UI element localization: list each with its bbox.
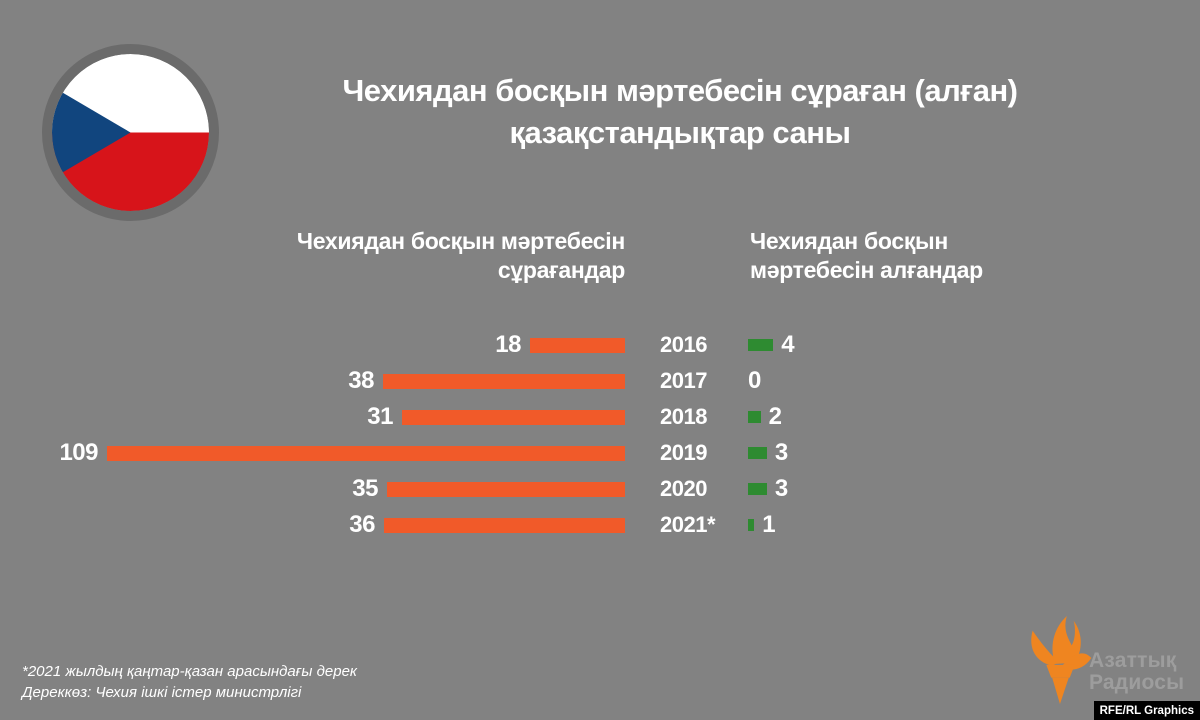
chart-row: 35 2020 3 [0, 471, 1200, 507]
year-label: 2018 [660, 404, 707, 429]
logo-line-1: Азаттық [1089, 649, 1177, 672]
chart-row: 31 2018 2 [0, 399, 1200, 435]
chart-row: 109 2019 3 [0, 435, 1200, 471]
chart-row: 36 2021* 1 [0, 507, 1200, 543]
received-value-label: 0 [748, 367, 762, 394]
asked-zone: 31 [0, 403, 625, 431]
year-zone: 2021* [625, 512, 748, 538]
chart-row: 38 2017 0 [0, 363, 1200, 399]
asked-value-label: 38 [348, 367, 374, 394]
footnote-source: Дереккөз: Чехия ішкі істер министрлігі [22, 684, 302, 701]
received-bar [748, 483, 767, 495]
rferl-graphics-credit: RFE/RL Graphics [1093, 701, 1200, 720]
received-value-label: 2 [768, 403, 782, 430]
asked-value-label: 109 [59, 439, 98, 466]
title-line-2: қазақстандықтар саны [509, 115, 851, 150]
left-header-line-2: сұрағандар [497, 257, 625, 283]
year-label: 2017 [660, 368, 707, 393]
received-value-label: 3 [774, 439, 789, 466]
asked-zone: 18 [0, 331, 625, 359]
received-value-label: 4 [781, 331, 795, 358]
received-value-label: 3 [774, 475, 789, 502]
received-zone: 1 [748, 511, 776, 539]
received-bar [748, 411, 761, 423]
czech-flag-icon [42, 44, 219, 221]
asked-zone: 109 [0, 439, 625, 467]
left-header-line-1: Чехиядан босқын мәртебесін [296, 228, 625, 254]
azattyq-torch-icon [1031, 616, 1092, 704]
right-header-line-1: Чехиядан босқын [750, 228, 948, 254]
chart-rows: 18 2016 4 38 2017 0 31 2018 2 109 2019 3 35 2020 3 36 20… [0, 327, 1200, 543]
received-bar [748, 339, 774, 351]
received-zone: 3 [748, 475, 788, 503]
azattyq-logo-text: Азаттық Радиосы [1089, 650, 1184, 694]
received-zone: 4 [748, 331, 795, 359]
received-bar [748, 447, 767, 459]
asked-value-label: 18 [495, 331, 521, 358]
year-zone: 2016 [625, 332, 748, 358]
year-zone: 2020 [625, 476, 748, 502]
asked-value-label: 36 [349, 511, 375, 538]
asked-zone: 36 [0, 511, 625, 539]
logo-line-2: Радиосы [1089, 671, 1185, 694]
asked-value-label: 31 [367, 403, 393, 430]
asked-bar [387, 481, 625, 497]
received-bar [748, 519, 755, 531]
asked-zone: 35 [0, 475, 625, 503]
asked-zone: 38 [0, 367, 625, 395]
asked-bar [402, 409, 625, 425]
year-label: 2019 [660, 440, 707, 465]
chart-row: 18 2016 4 [0, 327, 1200, 363]
title-line-1: Чехиядан босқын мәртебесін сұраған (алға… [342, 73, 1019, 108]
year-label: 2021* [660, 512, 716, 537]
asked-bar [384, 517, 625, 533]
received-zone: 3 [748, 439, 788, 467]
year-zone: 2018 [625, 404, 748, 430]
asked-bar [107, 445, 625, 461]
right-header-line-2: мәртебесін алғандар [750, 257, 983, 283]
footnote-line-1: *2021 жылдың қаңтар-қазан арасындағы дер… [22, 663, 358, 680]
received-zone: 0 [748, 367, 761, 395]
footnote: *2021 жылдың қаңтар-қазан арасындағы дер… [22, 661, 357, 703]
page-title: Чехиядан босқын мәртебесін сұраған (алға… [250, 70, 1110, 154]
year-zone: 2019 [625, 440, 748, 466]
year-label: 2020 [660, 476, 707, 501]
received-zone: 2 [748, 403, 782, 431]
year-zone: 2017 [625, 368, 748, 394]
asked-bar [530, 337, 625, 353]
right-column-header: Чехиядан босқын мәртебесін алғандар [750, 227, 983, 285]
asked-value-label: 35 [352, 475, 378, 502]
asked-bar [383, 373, 625, 389]
left-column-header: Чехиядан босқын мәртебесін сұрағандар [0, 227, 625, 285]
year-label: 2016 [660, 332, 707, 357]
received-value-label: 1 [762, 511, 776, 538]
